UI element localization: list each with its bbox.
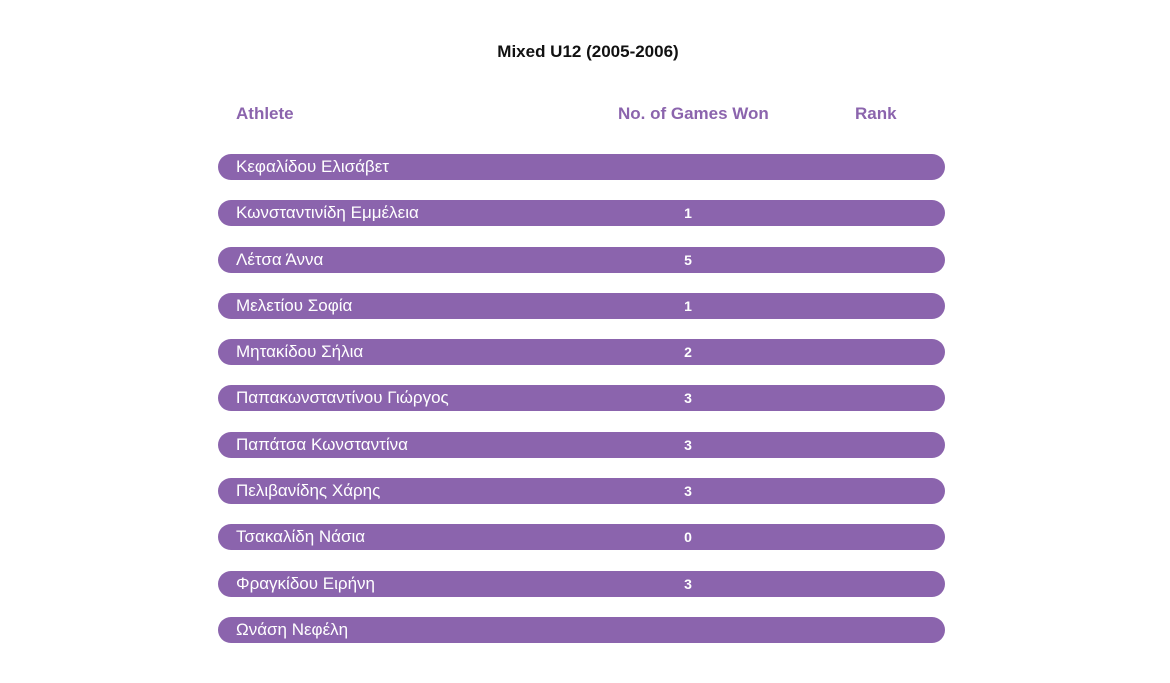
athlete-name: Κεφαλίδου Ελισάβετ xyxy=(236,157,389,176)
games-won-value: 3 xyxy=(684,575,692,592)
athlete-name: Παπακωνσταντίνου Γιώργος xyxy=(236,388,449,408)
athlete-column-header: Athlete xyxy=(236,104,294,123)
athlete-name: Μελετίου Σοφία xyxy=(236,295,353,315)
athlete-name: Πελιβανίδης Χάρης xyxy=(236,481,381,501)
standings-table: Κεφαλίδου Ελισάβετ Κωνσταντινίδη Εμμέλει… xyxy=(218,154,945,663)
table-header: Athlete No. of Games Won Rank xyxy=(0,104,1170,126)
games-won-value: 3 xyxy=(684,483,692,500)
athlete-name: Φραγκίδου Ειρήνη xyxy=(236,573,375,593)
table-row: Παπάτσα Κωνσταντίνα 3 xyxy=(218,431,945,458)
table-row: Τσακαλίδη Νάσια 0 xyxy=(218,524,945,551)
table-row: Πελιβανίδης Χάρης 3 xyxy=(218,478,945,505)
table-row: Λέτσα Άννα 5 xyxy=(218,246,945,273)
games-won-value: 1 xyxy=(684,297,692,314)
table-row: Ωνάση Νεφέλη xyxy=(218,616,945,643)
athlete-name: Ωνάση Νεφέλη xyxy=(236,619,349,639)
games-won-value: 0 xyxy=(684,529,692,546)
page-title: Mixed U12 (2005-2006) xyxy=(497,42,679,61)
games-won-value: 2 xyxy=(684,344,692,361)
table-row: Παπακωνσταντίνου Γιώργος 3 xyxy=(218,385,945,412)
rank-column-header: Rank xyxy=(855,104,897,123)
athlete-name: Μητακίδου Σήλια xyxy=(236,342,364,362)
table-row: Μελετίου Σοφία 1 xyxy=(218,292,945,319)
athlete-name: Παπάτσα Κωνσταντίνα xyxy=(236,434,408,454)
games-won-value: 5 xyxy=(684,251,692,268)
games-won-value: 3 xyxy=(684,390,692,407)
games-won-value: 3 xyxy=(684,436,692,453)
games-won-column-header: No. of Games Won xyxy=(618,104,769,123)
table-row: Μητακίδου Σήλια 2 xyxy=(218,339,945,366)
table-row: Κωνσταντινίδη Εμμέλεια 1 xyxy=(218,200,945,227)
table-row: Φραγκίδου Ειρήνη 3 xyxy=(218,570,945,597)
athlete-name: Κωνσταντινίδη Εμμέλεια xyxy=(236,203,419,223)
table-row: Κεφαλίδου Ελισάβετ xyxy=(218,154,945,180)
games-won-value: 1 xyxy=(684,205,692,222)
athlete-name: Τσακαλίδη Νάσια xyxy=(236,527,366,547)
athlete-name: Λέτσα Άννα xyxy=(236,249,324,269)
